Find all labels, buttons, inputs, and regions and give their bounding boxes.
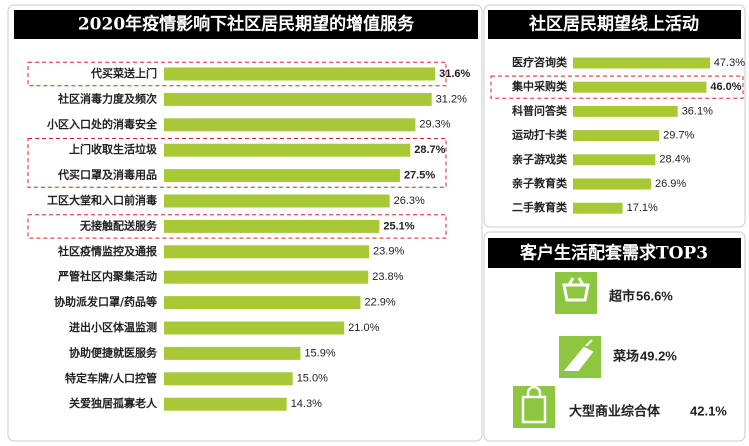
chart-title: 社区居民期望线上活动 — [528, 14, 699, 35]
bar — [573, 178, 652, 190]
value-label: 22.9% — [364, 297, 395, 309]
value-label: 28.7% — [414, 144, 445, 156]
bar — [164, 397, 287, 411]
value-label: 26.9% — [655, 178, 686, 190]
highlight-box — [27, 61, 447, 87]
item-value: 42.1% — [690, 403, 727, 418]
bar — [573, 130, 660, 142]
item-name: 大型商业综合体 — [569, 404, 661, 420]
bar — [573, 81, 707, 93]
category-label: 代买口罩及消毒用品 — [57, 168, 157, 182]
bar — [164, 194, 390, 208]
section-title: 客户生活配套需求TOP3 — [519, 243, 708, 264]
value-label: 28.4% — [659, 154, 690, 166]
category-label: 工区大堂和入口前消毒 — [47, 193, 157, 207]
category-label: 进出小区体温监测 — [69, 320, 157, 334]
bar — [164, 321, 345, 335]
value-label: 21.0% — [348, 322, 379, 334]
panel — [7, 4, 483, 442]
panel — [483, 231, 746, 442]
value-label: 15.0% — [297, 373, 328, 385]
category-label: 严管社区内聚集活动 — [57, 269, 157, 283]
item-value: 49.2% — [640, 348, 677, 363]
value-label: 36.1% — [682, 105, 713, 117]
category-label: 代买菜送上门 — [90, 66, 157, 80]
value-label: 25.1% — [383, 220, 414, 232]
bar — [573, 154, 656, 166]
value-label: 31.2% — [436, 93, 467, 105]
category-label: 协助便捷就医服务 — [69, 345, 158, 359]
bar — [164, 346, 301, 360]
item-value: 56.6% — [636, 288, 673, 303]
value-label: 15.9% — [304, 347, 335, 359]
bar — [164, 372, 293, 386]
panel — [483, 4, 746, 228]
value-label: 31.6% — [439, 68, 470, 80]
value-label: 27.5% — [404, 170, 435, 182]
value-label: 14.3% — [291, 398, 322, 410]
bar — [164, 118, 416, 132]
bar — [164, 143, 411, 157]
bar — [164, 92, 432, 106]
value-label: 26.3% — [394, 195, 425, 207]
category-label: 亲子游戏类 — [512, 152, 568, 166]
highlight-box — [27, 138, 447, 188]
bar — [164, 67, 436, 81]
chart-title: 2020年疫情影响下社区居民期望的增值服务 — [78, 14, 415, 35]
category-label: 无接触配送服务 — [79, 218, 158, 232]
bar — [573, 105, 678, 117]
category-label: 特定车牌/人口控管 — [65, 371, 157, 385]
value-label: 29.3% — [419, 119, 450, 131]
value-label: 23.8% — [372, 271, 403, 283]
icon — [513, 272, 601, 428]
category-label: 科普问答类 — [512, 103, 568, 117]
category-label: 小区入口处的消毒安全 — [46, 117, 158, 131]
bar — [164, 270, 369, 284]
category-label: 二手教育类 — [512, 200, 568, 214]
bar — [164, 245, 370, 259]
value-label: 46.0% — [710, 81, 741, 93]
bar — [573, 202, 623, 214]
category-label: 运动打卡类 — [512, 128, 568, 142]
bar — [573, 57, 711, 69]
category-label: 关爱独居孤寡老人 — [69, 396, 158, 410]
bar — [164, 296, 361, 310]
highlight-box — [27, 214, 447, 239]
value-label: 47.3% — [714, 57, 745, 69]
highlight-box — [490, 75, 744, 99]
bar — [164, 219, 380, 233]
item-name: 菜场 — [612, 349, 639, 365]
item-name: 超市 — [609, 289, 635, 305]
bar — [164, 169, 400, 183]
title-bar — [488, 10, 741, 39]
value-label: 29.7% — [663, 130, 694, 142]
category-label: 医疗咨询类 — [512, 55, 568, 69]
title-bar — [488, 238, 741, 268]
category-label: 亲子教育类 — [512, 176, 568, 190]
category-label: 社区疫情监控及通报 — [57, 244, 158, 258]
category-label: 上门收取生活垃圾 — [69, 142, 158, 156]
category-label: 社区消毒力度及频次 — [57, 91, 157, 105]
value-label: 17.1% — [627, 202, 658, 214]
category-label: 协助派发口罩/药品等 — [54, 295, 157, 309]
category-label: 集中采购类 — [511, 79, 568, 93]
title-bar — [14, 10, 478, 39]
value-label: 23.9% — [373, 246, 404, 258]
